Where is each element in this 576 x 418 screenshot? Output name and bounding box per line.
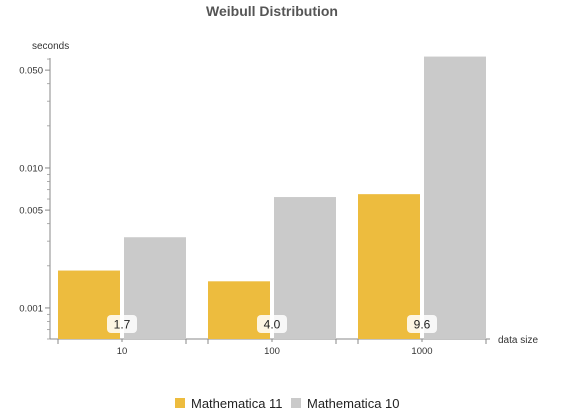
data-labels: 1.7 4.0 9.6 [107, 315, 437, 333]
data-label-bg [407, 315, 437, 333]
y-tick-label: 0.010 [19, 163, 43, 174]
bar-mathematica-10-1000 [424, 56, 486, 340]
x-tick-label: 100 [264, 346, 280, 357]
y-axis-label: seconds [32, 41, 69, 52]
x-tick-label: 10 [117, 346, 128, 357]
legend: Mathematica 11 Mathematica 10 [175, 396, 400, 411]
y-tick-label: 0.001 [19, 303, 43, 314]
y-tick-label: 0.005 [19, 206, 43, 217]
bars [58, 56, 486, 340]
legend-label: Mathematica 10 [307, 396, 400, 411]
x-tick-label: 1000 [411, 346, 432, 357]
bar-mathematica-11-1000 [358, 194, 420, 339]
data-label-bg [107, 315, 137, 333]
data-label: 9.6 [414, 318, 431, 332]
legend-swatch [175, 398, 185, 408]
data-label: 1.7 [114, 318, 131, 332]
y-tick-label: 0.050 [19, 66, 43, 77]
data-label-bg [257, 315, 287, 333]
x-ticks: 10 100 1000 [57, 339, 487, 357]
legend-label: Mathematica 11 [191, 396, 283, 411]
legend-swatch [291, 398, 301, 408]
data-label: 4.0 [264, 318, 281, 332]
y-ticks: 0.001 0.005 0.010 0.050 [19, 58, 50, 340]
x-axis-label: data size [498, 335, 538, 346]
chart-title: Weibull Distribution [206, 3, 338, 19]
